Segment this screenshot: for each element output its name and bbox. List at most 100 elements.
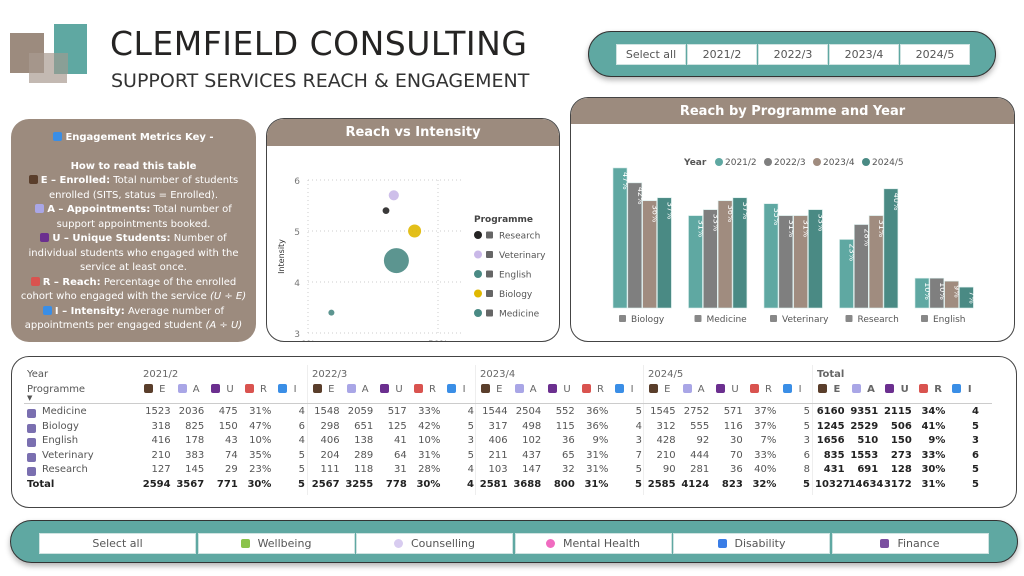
bar-medicine-2023/4[interactable] xyxy=(717,200,733,309)
cell-value: 40% xyxy=(754,464,777,475)
metric-header-U[interactable]: U xyxy=(380,384,403,395)
x-tick-label: 50% xyxy=(428,340,448,342)
key-item: A – Appointments: Total number of suppor… xyxy=(19,203,248,232)
metric-header-A[interactable]: A xyxy=(851,384,875,395)
cell-value: 7% xyxy=(760,435,777,446)
row-label: Research xyxy=(42,464,88,475)
service-option-wellbeing[interactable]: Wellbeing xyxy=(197,533,355,554)
bar-medicine-2024/5[interactable] xyxy=(732,197,748,309)
metric-header-E[interactable]: E xyxy=(818,384,840,395)
cell-value: 318 xyxy=(151,420,171,432)
metric-header-U[interactable]: U xyxy=(716,384,739,395)
metric-header-A[interactable]: A xyxy=(514,384,537,395)
metric-header-A[interactable]: A xyxy=(682,384,705,395)
cell-value: 115 xyxy=(555,420,575,432)
metric-header-U[interactable]: U xyxy=(885,384,909,395)
bar-veterinary-2022/3[interactable] xyxy=(778,215,794,309)
data-label: 47% xyxy=(621,172,630,190)
metric-header-E[interactable]: E xyxy=(144,384,166,395)
cell-value: 5 xyxy=(635,406,642,417)
cell-value: 33% xyxy=(418,406,441,417)
scatter-point-medicine[interactable] xyxy=(383,248,409,274)
bar-biology-2022/3[interactable] xyxy=(627,182,643,309)
service-option-disability[interactable]: Disability xyxy=(673,533,830,554)
bar-english-2021/2[interactable] xyxy=(914,277,930,309)
metric-header-R[interactable]: R xyxy=(918,384,942,395)
metric-header-A[interactable]: A xyxy=(346,384,369,395)
bar-veterinary-2021/2[interactable] xyxy=(763,203,779,309)
research-icon xyxy=(486,231,493,239)
scatter-point-veterinary[interactable] xyxy=(388,190,399,201)
cell-value: 2567 xyxy=(311,478,340,490)
metric-header-I[interactable]: I xyxy=(952,384,972,395)
data-label: 36% xyxy=(651,205,660,223)
bar-biology-2023/4[interactable] xyxy=(642,200,657,309)
cell-value: 31 xyxy=(394,464,407,475)
cell-value: 1544 xyxy=(482,406,508,417)
metric-header-R[interactable]: R xyxy=(749,384,772,395)
service-option-finance[interactable]: Finance xyxy=(831,533,989,554)
year-option-2021-2[interactable]: 2021/2 xyxy=(687,44,757,65)
data-label: 31% xyxy=(787,220,796,238)
bar-english-2024/5[interactable] xyxy=(959,286,974,309)
service-option-mental-health[interactable]: Mental Health xyxy=(514,533,672,554)
cell-value: 2036 xyxy=(178,406,205,417)
metric-header-R[interactable]: R xyxy=(413,384,436,395)
year-option-2024-5[interactable]: 2024/5 xyxy=(900,44,970,65)
bar-research-2021/2[interactable] xyxy=(839,239,854,309)
cell-value: 555 xyxy=(690,420,710,432)
year-option-2023-4[interactable]: 2023/4 xyxy=(829,44,899,65)
bar-english-2022/3[interactable] xyxy=(929,277,945,309)
metric-header-I[interactable]: I xyxy=(447,384,466,395)
bar-biology-2024/5[interactable] xyxy=(657,197,672,309)
bar-research-2023/4[interactable] xyxy=(868,215,884,309)
service-option-counselling[interactable]: Counselling xyxy=(356,533,513,554)
bar-english-2023/4[interactable] xyxy=(944,280,959,309)
sort-arrow-icon[interactable]: ▼ xyxy=(27,394,33,402)
metric-header-I[interactable]: I xyxy=(278,384,297,395)
metric-header-E[interactable]: E xyxy=(649,384,671,395)
key-formula: (A ÷ U) xyxy=(205,320,243,331)
engagement-matrix-table: Year Programme ▼ 2021/2 E A U R I 2022/3 E A… xyxy=(11,356,1017,508)
bar-veterinary-2024/5[interactable] xyxy=(808,209,823,309)
metric-header-U[interactable]: U xyxy=(548,384,571,395)
student-icon xyxy=(818,384,827,393)
cell-value: 204 xyxy=(320,449,340,461)
key-item: E – Enrolled: Total number of students e… xyxy=(19,174,248,203)
metric-header-R[interactable]: R xyxy=(244,384,267,395)
scatter-point-research[interactable] xyxy=(382,207,390,214)
cell-value: 498 xyxy=(522,420,542,432)
option-label: 2022/3 xyxy=(773,48,813,61)
cell-value: 147 xyxy=(522,464,542,475)
metric-header-E[interactable]: E xyxy=(313,384,335,395)
cell-value: 116 xyxy=(723,420,743,432)
bar-veterinary-2023/4[interactable] xyxy=(793,215,808,309)
scatter-point-biology[interactable] xyxy=(408,224,422,238)
bar-medicine-2022/3[interactable] xyxy=(703,209,718,309)
row-label: Biology xyxy=(42,420,79,432)
scatter-point-english[interactable] xyxy=(328,309,335,316)
english-icon xyxy=(921,315,928,322)
cell-value: 289 xyxy=(354,449,374,461)
cell-value: 5 xyxy=(972,420,979,432)
legend-marker xyxy=(715,158,723,166)
service-option-select-all[interactable]: Select all xyxy=(39,533,196,554)
metric-header-I[interactable]: I xyxy=(615,384,634,395)
category-label: Medicine xyxy=(707,315,748,325)
bar-research-2022/3[interactable] xyxy=(853,224,869,309)
bar-research-2024/5[interactable] xyxy=(883,188,899,309)
year-option-select-all[interactable]: Select all xyxy=(616,44,686,65)
cell-value: 32 xyxy=(562,464,575,475)
metric-header-U[interactable]: U xyxy=(211,384,234,395)
cell-value: 10% xyxy=(249,435,272,446)
metric-header-I[interactable]: I xyxy=(783,384,802,395)
bar-biology-2021/2[interactable] xyxy=(612,167,628,309)
metric-header-R[interactable]: R xyxy=(581,384,604,395)
metric-header-A[interactable]: A xyxy=(177,384,200,395)
bar-medicine-2021/2[interactable] xyxy=(688,215,703,309)
cell-value: 691 xyxy=(857,464,879,475)
metric-header-E[interactable]: E xyxy=(481,384,503,395)
year-option-2022-3[interactable]: 2022/3 xyxy=(758,44,828,65)
cell-value: 317 xyxy=(488,420,508,432)
cell-value: 510 xyxy=(857,435,879,446)
